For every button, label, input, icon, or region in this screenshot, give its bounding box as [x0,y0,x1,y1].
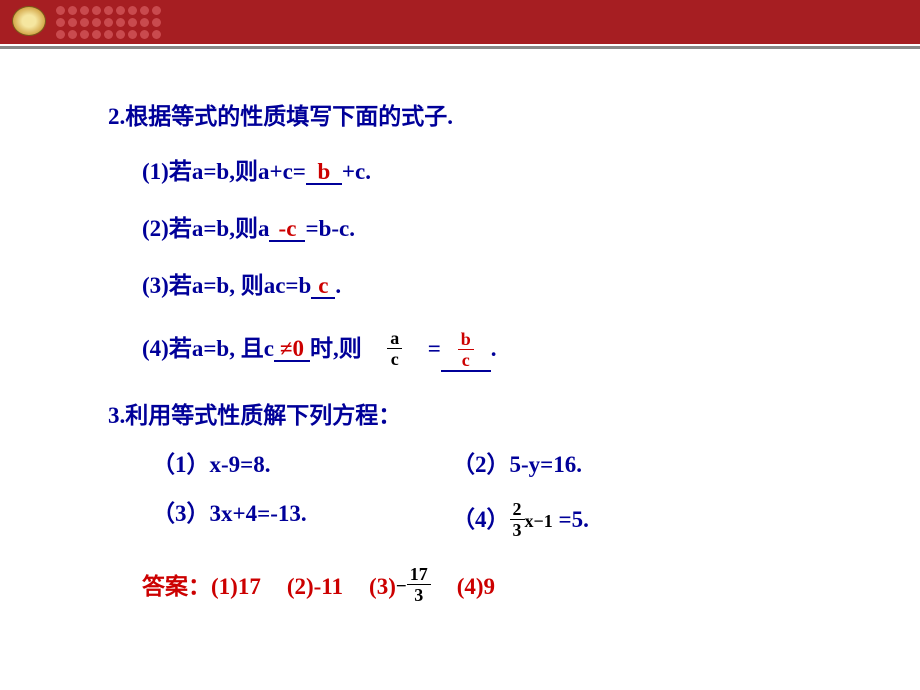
q2-p1-answer: b [306,160,342,185]
q3-p4-post: x−1 [525,511,553,531]
q2-p4-answer: ≠0 [274,337,310,362]
logo-icon [12,6,46,36]
ans-3-frac: 17 3 [407,565,431,604]
frac-den: 3 [407,584,431,604]
q3-p4-pre: （4） [452,507,510,532]
frac-den: c [387,348,402,368]
q2-p4-frac-left: a c [387,329,402,368]
q2-p1-post: +c. [342,159,371,184]
q3-answers: 答案： (1)17 (2)-11 (3) − 17 3 (4)9 [108,567,920,606]
q2-p4-blank: b c [441,331,491,372]
q2-p3-answer: c [311,274,335,299]
q3-p4-frac: 2 3 [510,500,525,539]
ans-4: (4)9 [457,575,495,598]
q2-title: 2.根据等式的性质填写下面的式子. [108,105,920,128]
frac-num: 2 [510,500,525,519]
frac-num: b [458,330,474,349]
q2-p4-eq: = [428,336,441,361]
slide-content: 2.根据等式的性质填写下面的式子. (1)若a=b,则a+c=b+c. (2)若… [0,49,920,606]
q2-p4-pre: (4)若a=b, 且c [142,336,274,361]
q3-title: 3.利用等式性质解下列方程： [108,404,920,427]
q2-p2-post: =b-c. [305,216,355,241]
q2-p3-pre: (3)若a=b, 则ac=b [142,273,311,298]
frac-num: a [387,329,402,348]
q3-part3: （3）3x+4=-13. [152,502,452,541]
q2-part1: (1)若a=b,则a+c=b+c. [108,160,920,185]
q2-p2-answer: -c [269,217,305,242]
q2-p4-frac-right: b c [458,330,474,369]
frac-den: c [458,349,474,369]
ans-label: 答案： [142,575,211,598]
q3-part1: （1）x-9=8. [152,453,452,476]
q3-p4-eq: =5. [559,507,589,532]
ans-3-pre: (3) [369,575,396,598]
q2-p1-pre: (1)若a=b,则a+c= [142,159,306,184]
q2-p4-post: . [491,336,497,361]
q3-row2: （3）3x+4=-13. （4） 2 3 x−1 =5. [108,502,920,541]
q2-part3: (3)若a=b, 则ac=bc. [108,274,920,299]
q3-part4: （4） 2 3 x−1 =5. [452,502,589,541]
frac-num: 17 [407,565,431,584]
q2-p4-mid: 时,则 [310,336,362,361]
ans-3-sign: − [396,577,407,596]
q2-p2-pre: (2)若a=b,则a [142,216,269,241]
ans-2: (2)-11 [287,575,343,598]
q3-row1: （1）x-9=8. （2）5-y=16. [108,453,920,476]
q2-p3-post: . [335,273,341,298]
q3-part2: （2）5-y=16. [452,453,582,476]
header-dot-grid [56,6,164,42]
frac-den: 3 [510,519,525,539]
q2-part4: (4)若a=b, 且c≠0时,则 a c = b c . [108,331,920,372]
ans-1: (1)17 [211,575,261,598]
q2-part2: (2)若a=b,则a-c=b-c. [108,217,920,242]
header-bar [0,0,920,44]
